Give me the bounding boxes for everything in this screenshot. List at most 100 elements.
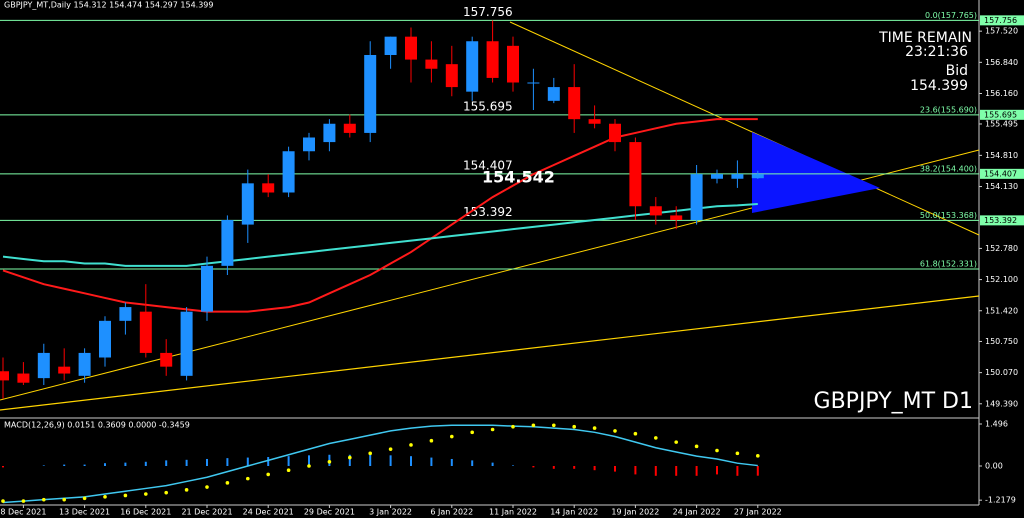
candle-body (323, 123, 336, 143)
macd-signal-dot (592, 426, 597, 430)
price-tag-label: 157.756 (984, 16, 1017, 25)
macd-signal-dot (613, 429, 617, 433)
candle-body (670, 215, 683, 220)
y-tick-label: 152.780 (985, 244, 1018, 253)
candle-body (343, 123, 356, 133)
macd-signal-dot (266, 472, 271, 477)
candle-body (547, 87, 560, 101)
candle-body (0, 371, 9, 381)
macd-signal-dot (368, 451, 373, 456)
time-label: TIME REMAIN (878, 30, 972, 46)
candle-body (751, 174, 764, 179)
candle-body (99, 320, 111, 358)
marks: 157.520 156.840 156.160 155.495 154.810 154.1… (0, 5, 1024, 517)
candle-body (17, 373, 30, 383)
candle-body (690, 174, 703, 220)
macd-signal-dot (409, 443, 413, 447)
candle-body (731, 174, 744, 179)
macd-signal-dot (633, 431, 638, 436)
watermark: GBPJPY_MT D1 (814, 389, 973, 414)
triangle-drawing (752, 132, 880, 213)
candle-body (384, 36, 397, 55)
price-tag-label: 154.407 (984, 169, 1017, 178)
y-tick-label: 151.420 (985, 306, 1018, 315)
macd-signal-dot (103, 495, 107, 499)
price-tag (980, 215, 1024, 226)
candle-body (160, 352, 173, 367)
y-tick-label: 155.495 (985, 119, 1018, 128)
candle-body (262, 183, 275, 193)
bid-label: Bid (946, 63, 968, 79)
x-tick-label: 29 Dec 2021 (304, 508, 355, 517)
macd-signal-dot (429, 438, 434, 443)
price-tag-label: 155.695 (984, 110, 1017, 119)
candle-body (609, 123, 621, 143)
x-tick-label: 11 Jan 2022 (489, 508, 537, 517)
macd-signal-dot (450, 434, 454, 439)
candle-body (405, 36, 417, 60)
macd-signal-dot (42, 497, 46, 502)
candle-body (180, 311, 193, 376)
x-tick-label: 14 Jan 2022 (550, 508, 598, 517)
macd-signal-dot (388, 447, 393, 451)
macd-y-tick-label: 0.00 (985, 461, 1003, 470)
macd-signal-dot (348, 455, 352, 460)
macd-signal-dot (205, 485, 209, 489)
moving-average (2, 202, 758, 267)
macd-signal-dot (225, 481, 230, 485)
y-tick-label: 150.750 (985, 337, 1018, 346)
x-tick-label: 16 Dec 2021 (120, 508, 171, 517)
candle-body (139, 311, 152, 353)
candle-body (37, 352, 50, 379)
y-tick-label: 150.070 (985, 368, 1018, 377)
candle-body (466, 41, 479, 92)
trend-line (509, 21, 980, 236)
x-tick-label: 21 Dec 2021 (181, 508, 232, 517)
level-value-label: 155.695 (463, 99, 513, 113)
candle-body (119, 307, 132, 321)
macd-signal-dot (490, 427, 495, 432)
y-tick-label: 152.100 (985, 275, 1018, 284)
price-tag (980, 168, 1024, 179)
y-tick-label: 154.810 (985, 151, 1018, 160)
x-tick-label: 3 Jan 2022 (369, 508, 412, 517)
macd-y-tick-label: -1.2179 (985, 496, 1016, 505)
macd-signal-dot (715, 448, 719, 453)
macd-signal-dot (144, 492, 148, 496)
level-label: 38.2(154.400) (920, 164, 977, 173)
candle-body (568, 87, 581, 120)
x-tick-label: 24 Jan 2022 (673, 508, 721, 517)
macd-signal-dot (531, 423, 536, 428)
candle-body (58, 366, 71, 374)
level-value-label: 154.407 (463, 158, 513, 172)
x-tick-label: 8 Dec 2021 (0, 508, 46, 517)
macd-signal-dot (674, 440, 678, 444)
macd-signal-dot (184, 488, 189, 492)
x-tick-label: 13 Dec 2021 (59, 508, 110, 517)
candle-body (445, 64, 458, 88)
macd-signal-dot (164, 490, 168, 495)
chart-title: GBPJPY_MT,Daily 154.312 154.474 154.297 … (4, 1, 213, 10)
level-label: 61.8(152.331) (920, 259, 977, 268)
y-tick-label: 157.520 (985, 27, 1018, 36)
candle-body (201, 265, 213, 312)
candle-body (282, 151, 295, 193)
drawings (0, 21, 980, 411)
time-value: 23:21:36 (905, 44, 968, 60)
x-tick-label: 27 Jan 2022 (734, 508, 782, 517)
macd-signal-dot (1, 499, 5, 503)
y-tick-label: 154.130 (985, 182, 1018, 191)
macd-signal-dot (552, 423, 556, 428)
macd-signal-dot (470, 430, 475, 435)
candle-body (364, 55, 377, 133)
candle-body (303, 137, 315, 152)
x-tick-label: 19 Jan 2022 (611, 508, 659, 517)
level-label: 0.0(157.765) (925, 11, 977, 20)
candle-body (241, 183, 254, 225)
level-label: 50.0(153.368) (920, 211, 977, 220)
trend-line (0, 295, 980, 411)
candle-body (588, 119, 601, 124)
y-tick-label: 156.160 (985, 89, 1018, 98)
moving-average (2, 118, 758, 313)
